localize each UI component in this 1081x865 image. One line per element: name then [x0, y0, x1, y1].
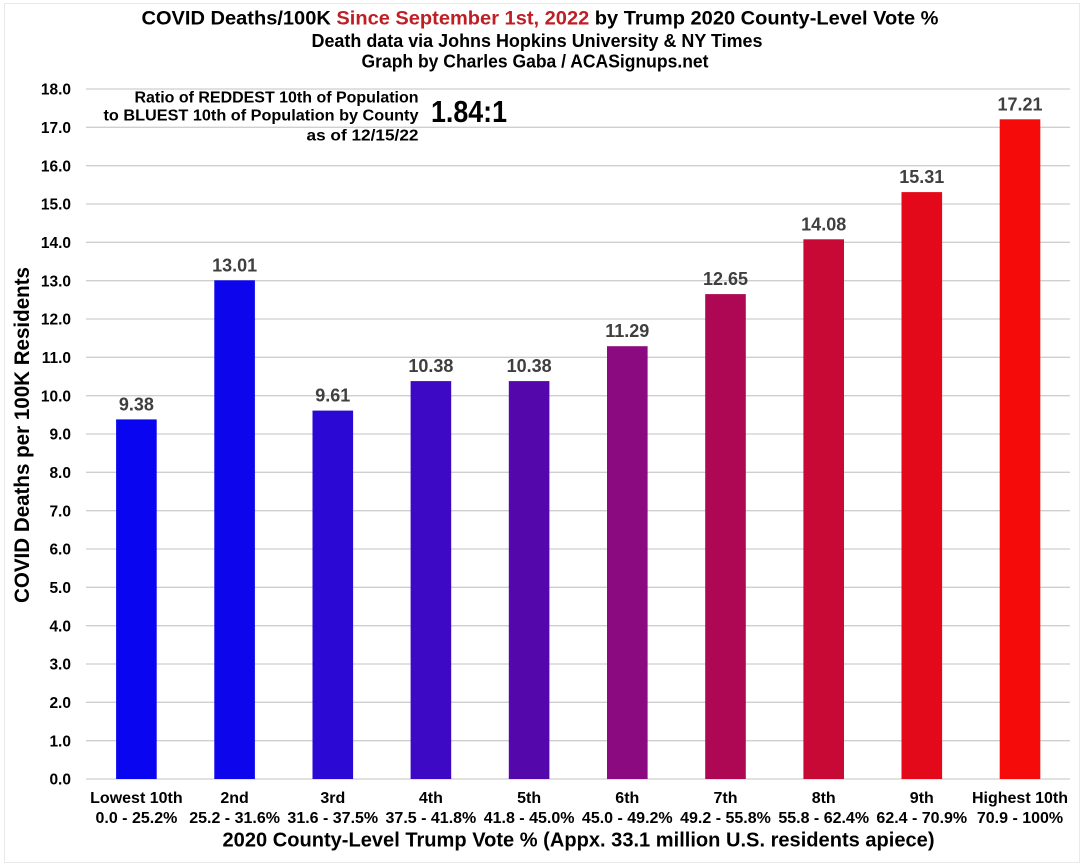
svg-text:7.0: 7.0 [49, 503, 71, 520]
svg-text:10.0: 10.0 [41, 388, 71, 405]
svg-text:37.5 - 41.8%: 37.5 - 41.8% [386, 810, 477, 827]
svg-text:70.9 - 100%: 70.9 - 100% [977, 810, 1063, 827]
svg-text:17.0: 17.0 [41, 120, 71, 137]
svg-text:COVID Deaths per 100K Resident: COVID Deaths per 100K Residents [10, 267, 34, 603]
svg-text:15.0: 15.0 [41, 197, 71, 214]
svg-text:4th: 4th [419, 790, 443, 807]
svg-text:3.0: 3.0 [49, 657, 71, 674]
svg-text:6.0: 6.0 [49, 542, 71, 559]
svg-text:10.38: 10.38 [408, 356, 453, 376]
svg-text:0.0 - 25.2%: 0.0 - 25.2% [95, 810, 177, 827]
svg-text:Highest 10th: Highest 10th [972, 790, 1068, 807]
svg-text:6th: 6th [615, 790, 639, 807]
svg-text:49.2 - 55.8%: 49.2 - 55.8% [680, 810, 771, 827]
svg-text:14.08: 14.08 [801, 214, 846, 234]
svg-text:9.61: 9.61 [315, 386, 350, 406]
svg-text:11.29: 11.29 [605, 321, 649, 341]
svg-text:18.0: 18.0 [41, 82, 71, 99]
svg-text:2nd: 2nd [220, 790, 248, 807]
svg-text:8th: 8th [812, 790, 836, 807]
svg-text:16.0: 16.0 [41, 158, 71, 175]
svg-text:1.84:1: 1.84:1 [431, 94, 507, 129]
svg-text:Death data via Johns Hopkins U: Death data via Johns Hopkins University … [312, 31, 763, 51]
svg-text:8.0: 8.0 [49, 465, 71, 482]
svg-text:41.8 - 45.0%: 41.8 - 45.0% [484, 810, 575, 827]
svg-text:11.0: 11.0 [42, 350, 71, 367]
svg-text:9.0: 9.0 [49, 427, 71, 444]
svg-text:15.31: 15.31 [899, 167, 944, 187]
svg-text:7th: 7th [714, 790, 738, 807]
svg-text:3rd: 3rd [320, 790, 345, 807]
svg-text:9.38: 9.38 [119, 394, 154, 414]
svg-text:13.0: 13.0 [41, 273, 71, 290]
svg-text:to BLUEST 10th of Population b: to BLUEST 10th of Population by County [104, 107, 419, 124]
svg-text:13.01: 13.01 [212, 255, 257, 275]
svg-text:0.0: 0.0 [49, 772, 71, 789]
svg-text:2020 County-Level Trump Vote %: 2020 County-Level Trump Vote % (Appx. 33… [223, 829, 935, 851]
svg-text:17.21: 17.21 [997, 94, 1042, 114]
svg-text:5.0: 5.0 [49, 580, 71, 597]
svg-text:2.0: 2.0 [49, 695, 71, 712]
svg-text:COVID Deaths/100K Since Septem: COVID Deaths/100K Since September 1st, 2… [142, 8, 939, 30]
svg-text:Ratio of REDDEST 10th of Popul: Ratio of REDDEST 10th of Population [135, 89, 419, 106]
svg-text:Graph by Charles Gaba / ACASig: Graph by Charles Gaba / ACASignups.net [362, 52, 709, 72]
svg-text:12.0: 12.0 [41, 312, 71, 329]
svg-text:45.0 - 49.2%: 45.0 - 49.2% [582, 810, 673, 827]
svg-text:as of 12/15/22: as of 12/15/22 [307, 127, 419, 144]
svg-text:25.2 - 31.6%: 25.2 - 31.6% [189, 810, 280, 827]
svg-text:62.4 - 70.9%: 62.4 - 70.9% [876, 810, 967, 827]
svg-text:4.0: 4.0 [49, 618, 71, 635]
svg-text:31.6 - 37.5%: 31.6 - 37.5% [287, 810, 378, 827]
svg-text:12.65: 12.65 [703, 269, 748, 289]
svg-text:Lowest 10th: Lowest 10th [90, 790, 182, 807]
svg-text:14.0: 14.0 [41, 235, 71, 252]
svg-text:5th: 5th [517, 790, 541, 807]
svg-text:55.8 - 62.4%: 55.8 - 62.4% [778, 810, 869, 827]
svg-text:10.38: 10.38 [507, 356, 552, 376]
svg-text:1.0: 1.0 [49, 733, 71, 750]
svg-text:9th: 9th [910, 790, 934, 807]
